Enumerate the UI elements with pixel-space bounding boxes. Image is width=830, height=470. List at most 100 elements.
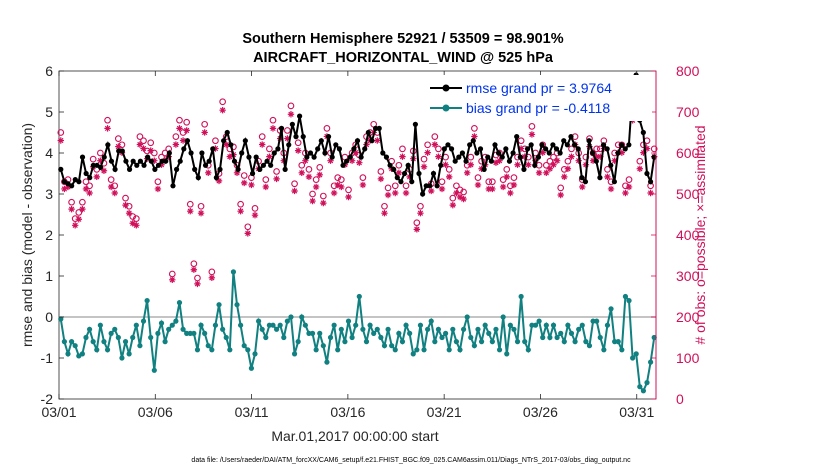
bias-point [558,330,564,336]
rmse-point [264,158,270,164]
bias-point [619,347,625,353]
obs-assimilated-marker [582,161,590,168]
obs-assimilated-marker [244,230,252,237]
obs-possible-marker [269,116,277,124]
rmse-point [459,150,466,156]
bias-point [324,359,330,365]
obs-possible-marker [449,194,457,202]
rmse-point [626,142,632,148]
rmse-point [311,154,317,160]
obs-possible-marker [413,219,421,227]
y-tick-label-right: 700 [676,104,700,120]
rmse-point [499,154,505,160]
bias-point [640,388,647,394]
y-tick-label-left: -1 [41,350,54,366]
bias-point [550,322,557,328]
obs-assimilated-marker [212,145,219,152]
obs-assimilated-marker [320,199,327,207]
obs-possible-marker [251,205,259,212]
bias-point [597,334,603,341]
obs-assimilated-marker [402,189,410,197]
bias-point [496,347,503,353]
rmse-point [76,179,82,185]
obs-possible-marker [550,153,557,161]
obs-assimilated-marker [284,135,291,142]
bias-point [327,334,334,341]
obs-possible-marker [568,145,575,153]
obs-possible-marker [593,145,601,153]
obs-assimilated-marker [154,185,162,193]
obs-assimilated-marker [625,183,633,191]
obs-assimilated-marker [446,173,453,181]
obs-assimilated-marker [381,209,388,217]
bias-point [94,347,100,353]
rmse-point [336,146,343,152]
rmse-point [58,166,64,172]
bias-point [586,343,593,349]
bias-point [504,351,510,357]
obs-assimilated-marker [345,193,352,201]
obs-assimilated-marker [435,153,442,160]
rmse-point [550,142,556,148]
x-axis-label: Mar.01,2017 00:00:00 start [271,428,438,444]
obs-assimilated-marker [525,161,532,168]
obs-assimilated-marker [546,165,554,172]
bias-point [349,334,355,341]
rmse-point [322,150,328,156]
legend-box [422,75,652,121]
bias-point [475,326,481,332]
rmse-point [517,154,523,160]
obs-assimilated-marker [183,127,190,134]
rmse-point [354,138,361,144]
obs-assimilated-marker [172,141,180,148]
rmse-point [593,158,599,164]
bias-point [435,326,442,332]
bias-point [576,326,582,332]
obs-assimilated-marker [413,226,421,233]
bias-point [396,330,402,336]
bias-point [97,322,103,328]
obs-assimilated-marker [237,207,244,215]
x-tick-label: 03/01 [41,404,76,420]
y-tick-label-left: 0 [45,309,53,325]
obs-possible-marker [467,153,475,161]
bias-point [345,318,352,324]
rmse-point [300,134,306,140]
obs-assimilated-marker [618,149,626,156]
rmse-point [119,148,125,154]
obs-assimilated-marker [485,185,492,193]
bias-point [583,339,589,345]
obs-possible-marker [298,161,306,169]
bias-point [514,339,521,345]
obs-assimilated-marker [147,147,154,154]
rmse-point [340,162,346,168]
rmse-point [524,146,531,152]
obs-possible-marker [172,133,180,140]
bias-point [453,339,460,345]
obs-assimilated-marker [64,183,72,191]
rmse-point [492,142,498,148]
obs-possible-marker [345,186,352,194]
y-tick-label-left: 5 [45,104,53,120]
obs-assimilated-marker [543,169,550,177]
obs-assimilated-marker [294,147,302,154]
obs-assimilated-marker [392,189,399,197]
bias-point [543,322,549,328]
x-tick-label: 03/21 [427,404,462,420]
bias-point [220,326,226,332]
obs-possible-marker [460,188,467,196]
obs-assimilated-marker [431,141,439,148]
rmse-point [365,129,371,136]
rmse-point [546,150,552,156]
obs-possible-marker [244,223,252,231]
legend-bias-label: bias grand pr = -0.4118 [466,100,610,116]
rmse-point [405,162,411,168]
rmse-point [101,154,107,160]
obs-possible-marker [140,137,147,145]
obs-assimilated-marker [334,181,341,189]
bias-point [245,347,251,353]
obs-possible-marker [510,174,518,181]
bias-point [166,326,172,332]
obs-possible-marker [305,166,313,173]
obs-possible-marker [212,137,219,145]
